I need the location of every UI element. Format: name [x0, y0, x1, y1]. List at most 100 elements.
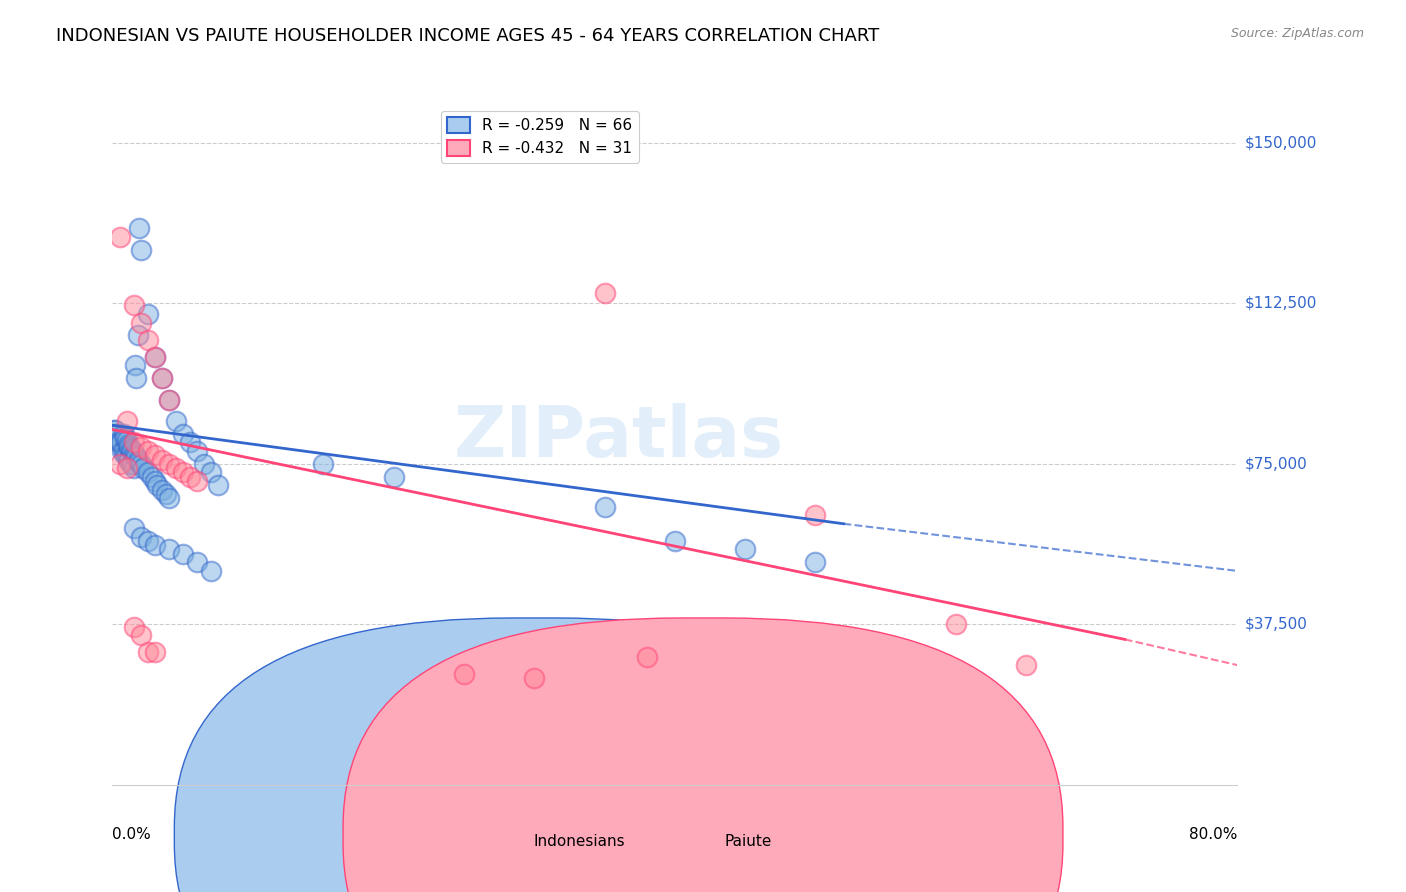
Point — [186, 474, 208, 488]
Point — [804, 555, 827, 569]
Point — [143, 645, 166, 659]
Point — [143, 474, 166, 488]
Point — [523, 671, 546, 685]
Point — [118, 440, 141, 454]
Point — [107, 435, 129, 450]
Point — [186, 555, 208, 569]
Point — [117, 437, 139, 451]
Point — [141, 469, 163, 483]
Text: Paiute: Paiute — [724, 834, 772, 848]
Point — [121, 457, 143, 471]
Point — [165, 414, 187, 428]
Point — [143, 448, 166, 462]
Point — [129, 243, 152, 257]
Point — [128, 455, 150, 469]
Text: $112,500: $112,500 — [1244, 296, 1316, 310]
Point — [193, 457, 215, 471]
Point — [157, 542, 180, 557]
Point — [128, 221, 150, 235]
Point — [120, 442, 142, 456]
Point — [129, 440, 152, 454]
Point — [122, 435, 145, 450]
Point — [143, 350, 166, 364]
Point — [150, 371, 173, 385]
Point — [143, 350, 166, 364]
Point — [200, 564, 222, 578]
Point — [179, 435, 201, 450]
Point — [127, 452, 149, 467]
Point — [136, 466, 159, 480]
Point — [118, 452, 141, 467]
Point — [120, 457, 142, 471]
Point — [129, 316, 152, 330]
Point — [453, 666, 475, 681]
Text: $75,000: $75,000 — [1244, 457, 1308, 471]
Point — [105, 426, 128, 441]
Point — [112, 426, 135, 441]
Point — [136, 444, 159, 458]
Point — [312, 457, 335, 471]
Point — [115, 414, 138, 428]
Point — [125, 371, 148, 385]
Point — [136, 333, 159, 347]
Text: Indonesians: Indonesians — [533, 834, 626, 848]
Point — [129, 628, 152, 642]
Point — [115, 461, 138, 475]
Point — [150, 452, 173, 467]
Point — [114, 448, 136, 462]
Point — [150, 483, 173, 497]
Legend: R = -0.259   N = 66, R = -0.432   N = 31: R = -0.259 N = 66, R = -0.432 N = 31 — [441, 111, 638, 162]
Point — [129, 530, 152, 544]
Point — [132, 461, 155, 475]
Point — [157, 457, 180, 471]
Point — [207, 478, 229, 492]
Point — [593, 500, 616, 514]
Point — [125, 450, 148, 465]
FancyBboxPatch shape — [343, 618, 1063, 892]
FancyBboxPatch shape — [174, 618, 894, 892]
Point — [112, 444, 135, 458]
Point — [122, 521, 145, 535]
Text: $37,500: $37,500 — [1244, 617, 1308, 632]
Point — [103, 423, 125, 437]
Point — [157, 392, 180, 407]
Point — [200, 466, 222, 480]
Point — [382, 469, 405, 483]
Point — [146, 478, 169, 492]
Text: ZIPatlas: ZIPatlas — [454, 402, 783, 472]
Point — [108, 457, 131, 471]
Point — [117, 452, 139, 467]
Point — [664, 533, 686, 548]
Point — [136, 307, 159, 321]
Point — [157, 392, 180, 407]
Point — [172, 547, 194, 561]
Point — [179, 469, 201, 483]
Point — [186, 444, 208, 458]
Point — [108, 435, 131, 450]
Point — [157, 491, 180, 505]
Point — [1015, 658, 1038, 673]
Text: INDONESIAN VS PAIUTE HOUSEHOLDER INCOME AGES 45 - 64 YEARS CORRELATION CHART: INDONESIAN VS PAIUTE HOUSEHOLDER INCOME … — [56, 27, 880, 45]
Point — [155, 487, 177, 501]
Point — [593, 285, 616, 300]
Point — [124, 359, 146, 373]
Point — [121, 444, 143, 458]
Point — [127, 328, 149, 343]
Text: 0.0%: 0.0% — [112, 827, 152, 842]
Point — [129, 457, 152, 471]
Point — [122, 461, 145, 475]
Point — [122, 298, 145, 312]
Point — [172, 426, 194, 441]
Point — [804, 508, 827, 523]
Point — [124, 448, 146, 462]
Point — [150, 371, 173, 385]
Point — [165, 461, 187, 475]
Point — [136, 533, 159, 548]
Point — [104, 423, 127, 437]
Point — [114, 431, 136, 445]
Point — [143, 538, 166, 552]
Point — [111, 444, 134, 458]
Point — [136, 645, 159, 659]
Point — [122, 446, 145, 460]
Point — [110, 435, 132, 450]
